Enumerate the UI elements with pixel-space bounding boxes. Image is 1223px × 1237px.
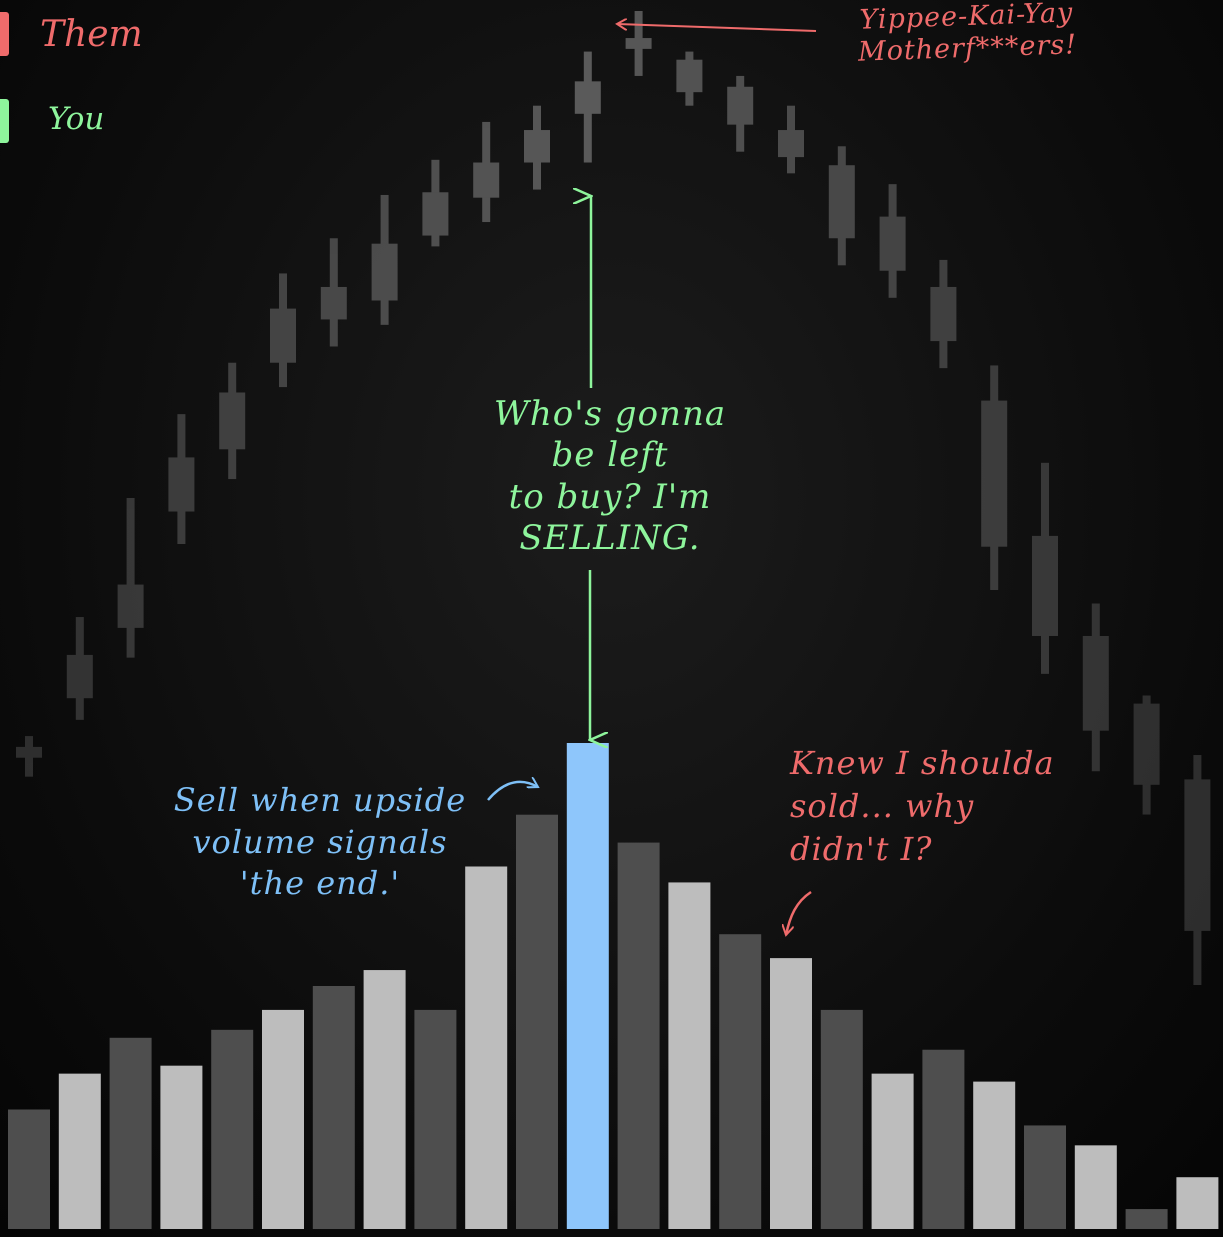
candle-body — [930, 286, 957, 342]
candle — [219, 362, 246, 480]
candle — [879, 184, 906, 298]
candle-body — [778, 130, 804, 158]
volume-bar — [1176, 1177, 1219, 1229]
candle-body — [625, 38, 652, 49]
legend-swatch-them — [0, 12, 9, 56]
candle-body — [371, 243, 398, 301]
volume-bar — [1024, 1125, 1066, 1229]
candle — [1082, 603, 1109, 772]
red-arrow — [786, 890, 812, 935]
candle — [727, 75, 754, 152]
volume-bar — [516, 814, 558, 1229]
candle-body — [117, 584, 144, 628]
blue-arrow — [487, 782, 538, 801]
candle — [778, 105, 804, 174]
candle-body — [320, 286, 347, 320]
candle-body — [270, 308, 296, 363]
candle — [1032, 462, 1058, 674]
volume-layer — [8, 743, 1219, 1229]
volume-bar — [262, 1009, 304, 1229]
volume-bar — [617, 842, 660, 1229]
volume-bar — [312, 986, 355, 1229]
candle — [16, 736, 42, 777]
candle-wick — [1193, 755, 1202, 985]
candle — [66, 617, 93, 720]
candle — [930, 259, 957, 369]
candle — [625, 11, 652, 76]
candle — [574, 51, 601, 163]
volume-bar — [668, 882, 711, 1229]
candle — [981, 365, 1008, 590]
candle-body — [1082, 635, 1109, 731]
volume-bar — [770, 958, 812, 1229]
candle-body — [879, 216, 906, 271]
candle — [422, 159, 449, 247]
volume-bar — [719, 934, 762, 1229]
candle — [524, 105, 550, 190]
candle-body — [1133, 703, 1160, 785]
candle-wick — [1142, 695, 1151, 815]
legend-label-them: Them — [40, 14, 143, 55]
candle-body — [168, 457, 195, 512]
volume-bar — [820, 1009, 863, 1229]
candle-body — [16, 746, 42, 758]
volume-bar — [922, 1049, 965, 1229]
candle-wick — [25, 736, 33, 777]
annotation-knew: Knew I shoulda sold... why didn't I? — [790, 744, 1055, 869]
volume-bar — [414, 1009, 457, 1229]
candle-wick — [126, 498, 135, 658]
volume-bar — [363, 970, 406, 1229]
volume-bar — [109, 1037, 152, 1229]
yippee-arrow — [617, 24, 817, 32]
candle-body — [1032, 535, 1058, 636]
volume-bar — [211, 1029, 254, 1229]
volume-bar — [973, 1081, 1016, 1229]
annotation-sell-when: Sell when upside volume signals 'the end… — [173, 781, 467, 903]
candle — [676, 51, 703, 106]
candle — [270, 273, 296, 388]
volume-bar — [465, 866, 508, 1229]
annotation-yippee: Yippee-Kai-Yay Motherf***ers! — [857, 0, 1078, 69]
candle-body — [828, 165, 855, 239]
candle-body — [473, 162, 500, 198]
candle-body — [524, 130, 550, 163]
candle-body — [727, 86, 754, 125]
candle-body — [981, 400, 1008, 547]
legend-label-you: You — [48, 101, 105, 137]
candle — [473, 121, 500, 223]
candle — [320, 238, 347, 347]
candle-body — [219, 392, 246, 450]
candle — [168, 414, 195, 544]
candle-body — [676, 59, 703, 93]
candle — [117, 498, 144, 658]
volume-bar — [8, 1109, 50, 1229]
volume-bar — [58, 1073, 101, 1229]
volume-bar — [1074, 1145, 1117, 1229]
volume-bar — [160, 1065, 203, 1229]
volume-bar — [1125, 1209, 1168, 1229]
candle — [371, 194, 398, 325]
candle-body — [422, 192, 449, 236]
candle — [1133, 695, 1160, 815]
annotation-selling: Who's gonna be left to buy? I'm SELLING. — [493, 394, 727, 559]
volume-bar-highlight — [566, 743, 609, 1229]
candle — [1184, 755, 1211, 985]
legend-swatch-you — [0, 99, 9, 143]
candle-body — [66, 654, 93, 699]
candle-body — [1184, 779, 1211, 931]
candle-body — [574, 81, 601, 114]
candle — [828, 146, 855, 266]
candles-layer — [16, 11, 1211, 985]
volume-bar — [871, 1073, 914, 1229]
